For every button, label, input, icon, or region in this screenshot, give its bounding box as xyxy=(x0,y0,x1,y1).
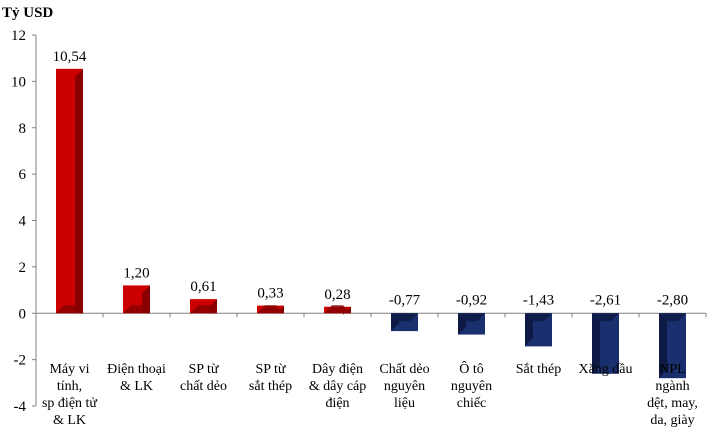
data-label: -2,61 xyxy=(590,292,621,308)
y-tick-label: 10 xyxy=(11,74,26,90)
bar-base-face xyxy=(458,313,485,322)
axes: -4 -2 0 2 4 6 8 10 12 xyxy=(11,28,707,415)
bar xyxy=(659,313,686,379)
bar-side-face xyxy=(592,313,600,374)
category-label: Ô tô xyxy=(459,360,484,377)
category-label: nguyên xyxy=(451,379,492,394)
y-tick-label: 12 xyxy=(11,28,26,44)
category-label: dệt, may, xyxy=(647,396,698,411)
y-tick-label: 8 xyxy=(19,121,27,137)
category-label: chiếc xyxy=(457,396,487,411)
data-label: -1,43 xyxy=(523,292,554,308)
category-label: da, giày xyxy=(650,413,694,428)
bar-side-face xyxy=(458,313,466,335)
y-tick-label: 4 xyxy=(19,214,27,230)
category-label: Chất dẻo xyxy=(379,362,429,377)
bar-base-face xyxy=(592,313,619,322)
bar-side-face xyxy=(142,285,150,314)
bar-base-face xyxy=(56,305,83,314)
bar-side-face xyxy=(659,313,667,379)
data-label: 10,54 xyxy=(53,49,87,65)
bar-base-face xyxy=(525,313,552,322)
bar-base-face xyxy=(190,305,217,314)
y-tick-label: 6 xyxy=(19,167,27,183)
data-labels: 10,54 1,20 0,61 0,33 0,28 -0,77 -0,92 -1,43 -2,6… xyxy=(53,49,689,308)
bar-base-face xyxy=(123,305,150,314)
category-label: nguyên xyxy=(384,379,425,394)
y-tick-label: -2 xyxy=(14,353,27,369)
bar xyxy=(458,313,485,335)
bar-base-face xyxy=(324,305,351,314)
category-label: chất dẻo xyxy=(180,379,227,394)
category-label: & LK xyxy=(120,379,153,394)
category-label: điện xyxy=(325,396,349,411)
bar xyxy=(391,313,418,332)
data-label: 0,33 xyxy=(257,286,283,302)
bar xyxy=(324,305,351,315)
category-label: Điện thoại xyxy=(107,362,166,377)
data-label: -0,77 xyxy=(389,292,421,308)
data-label: 0,28 xyxy=(324,287,350,303)
category-label: & LK xyxy=(53,413,86,428)
y-tick-label: 0 xyxy=(19,306,27,322)
category-label: liệu xyxy=(394,396,415,411)
bar-side-face xyxy=(391,313,399,332)
category-label: NPL xyxy=(659,362,685,377)
data-label: -0,92 xyxy=(456,292,487,308)
bar-base-face xyxy=(391,313,418,322)
category-label: sp điện tử xyxy=(42,396,97,411)
bar xyxy=(525,313,552,347)
bar-base-face xyxy=(659,313,686,322)
category-label: ngành xyxy=(655,379,689,394)
category-label: Xăng dầu xyxy=(578,362,632,377)
bar xyxy=(257,305,284,314)
category-label: Dây điện xyxy=(312,362,363,377)
category-label: Sắt thép xyxy=(516,362,562,377)
data-label: 0,61 xyxy=(190,279,216,295)
bar-side-face xyxy=(75,68,83,314)
category-label: Máy vi xyxy=(49,362,89,377)
category-label: tính, xyxy=(57,379,82,394)
bar xyxy=(56,68,83,314)
category-label: sắt thép xyxy=(249,379,292,394)
category-label: & dây cáp xyxy=(309,379,367,394)
y-axis-unit-label: Tỷ USD xyxy=(2,5,53,21)
bar-side-face xyxy=(525,313,533,347)
category-label: SP từ xyxy=(255,362,285,377)
bar xyxy=(123,285,150,314)
y-tick-label: -4 xyxy=(14,399,27,415)
y-tick-label: 2 xyxy=(19,260,27,276)
data-label: 1,20 xyxy=(123,265,149,281)
data-label: -2,80 xyxy=(657,292,688,308)
category-labels: Máy vi tính, sp điện tử & LK Điện thoại & LK S… xyxy=(42,360,698,428)
bar xyxy=(190,299,217,314)
category-label: SP từ xyxy=(188,362,218,377)
bar-base-face xyxy=(257,305,284,314)
bar xyxy=(592,313,619,374)
bars xyxy=(56,68,686,379)
